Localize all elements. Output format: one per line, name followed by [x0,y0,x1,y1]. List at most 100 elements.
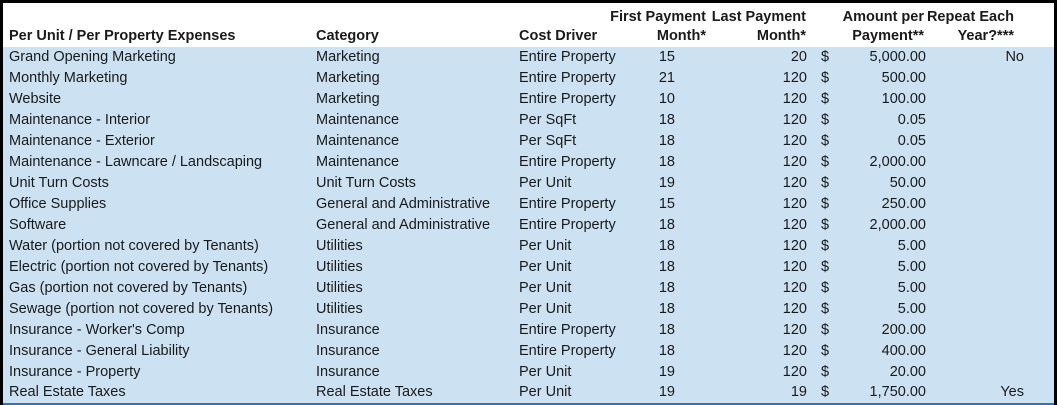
cell-first-payment-month[interactable]: 19 [658,363,675,380]
cell-last-payment-month[interactable]: 120 [782,112,807,129]
cell-first-payment-month[interactable]: 18 [658,321,675,338]
cell-expense-name[interactable]: Sewage (portion not covered by Tenants) [9,300,274,317]
cell-last-payment-month[interactable]: 19 [790,384,807,401]
cell-cost-driver[interactable]: Entire Property [519,321,616,338]
cell-cost-driver[interactable]: Entire Property [519,342,616,359]
cell-last-payment-month[interactable]: 120 [782,237,807,254]
cell-last-payment-month[interactable]: 120 [782,133,807,150]
cell-category[interactable]: General and Administrative [316,196,491,213]
cell-last-payment-month[interactable]: 120 [782,321,807,338]
cell-category[interactable]: Utilities [316,258,363,275]
column-header-category[interactable]: Category [310,3,513,47]
cell-first-payment-month[interactable]: 15 [658,196,675,213]
cell-first-payment-month[interactable]: 18 [658,154,675,171]
cell-category[interactable]: Marketing [316,70,380,87]
cell-cost-driver[interactable]: Entire Property [519,196,616,213]
cell-last-payment-month[interactable]: 120 [782,175,807,192]
column-header-expenses[interactable]: Per Unit / Per Property Expenses [3,3,310,47]
cell-expense-name[interactable]: Water (portion not covered by Tenants) [9,237,259,254]
cell-amount-per-payment[interactable]: $ 5.00 [812,301,932,317]
cell-cost-driver[interactable]: Per Unit [519,300,572,317]
cell-cost-driver[interactable]: Per Unit [519,384,572,401]
cell-cost-driver[interactable]: Entire Property [519,91,616,108]
cell-cost-driver[interactable]: Entire Property [519,216,616,233]
cell-first-payment-month[interactable]: 18 [658,216,675,233]
cell-amount-per-payment[interactable]: $ 200.00 [812,322,932,338]
cell-first-payment-month[interactable]: 18 [658,342,675,359]
cell-amount-per-payment[interactable]: $ 0.05 [812,112,932,128]
cell-amount-per-payment[interactable]: $ 5.00 [812,238,932,254]
cell-category[interactable]: Utilities [316,279,363,296]
cell-expense-name[interactable]: Insurance - General Liability [9,342,190,359]
cell-amount-per-payment[interactable]: $ 400.00 [812,343,932,359]
cell-last-payment-month[interactable]: 120 [782,258,807,275]
cell-first-payment-month[interactable]: 18 [658,112,675,129]
cell-amount-per-payment[interactable]: $ 250.00 [812,196,932,212]
cell-last-payment-month[interactable]: 120 [782,342,807,359]
cell-cost-driver[interactable]: Per Unit [519,258,572,275]
cell-first-payment-month[interactable]: 18 [658,237,675,254]
cell-cost-driver[interactable]: Entire Property [519,154,616,171]
cell-repeat-each-year[interactable]: Yes [1000,384,1024,401]
cell-expense-name[interactable]: Gas (portion not covered by Tenants) [9,279,248,296]
cell-expense-name[interactable]: Maintenance - Exterior [9,133,155,150]
column-header-repeat-each-year[interactable]: Repeat Each Year?*** [927,3,1054,47]
cell-cost-driver[interactable]: Per Unit [519,175,572,192]
cell-amount-per-payment[interactable]: $ 0.05 [812,133,932,149]
column-header-cost-driver[interactable]: Cost Driver [513,3,616,47]
cell-first-payment-month[interactable]: 10 [658,91,675,108]
cell-last-payment-month[interactable]: 120 [782,70,807,87]
column-header-last-payment-month[interactable]: Last Payment Month* [708,3,812,47]
cell-last-payment-month[interactable]: 120 [782,91,807,108]
cell-expense-name[interactable]: Insurance - Worker's Comp [9,321,185,338]
cell-cost-driver[interactable]: Per SqFt [519,112,577,129]
cell-category[interactable]: Insurance [316,363,380,380]
cell-last-payment-month[interactable]: 120 [782,363,807,380]
cell-category[interactable]: Real Estate Taxes [316,384,433,401]
cell-first-payment-month[interactable]: 19 [658,384,675,401]
cell-cost-driver[interactable]: Entire Property [519,70,616,87]
cell-category[interactable]: Maintenance [316,154,400,171]
cell-category[interactable]: Unit Turn Costs [316,175,416,192]
cell-expense-name[interactable]: Real Estate Taxes [9,384,126,401]
cell-first-payment-month[interactable]: 19 [658,175,675,192]
cell-cost-driver[interactable]: Per Unit [519,237,572,254]
cell-amount-per-payment[interactable]: $ 100.00 [812,91,932,107]
cell-category[interactable]: Insurance [316,342,380,359]
cell-expense-name[interactable]: Unit Turn Costs [9,175,109,192]
cell-expense-name[interactable]: Electric (portion not covered by Tenants… [9,258,269,275]
column-header-amount-per-payment[interactable]: Amount per Payment** [812,3,932,47]
cell-expense-name[interactable]: Maintenance - Lawncare / Landscaping [9,154,263,171]
cell-category[interactable]: Insurance [316,321,380,338]
cell-first-payment-month[interactable]: 21 [658,70,675,87]
cell-expense-name[interactable]: Office Supplies [9,196,107,213]
cell-amount-per-payment[interactable]: $ 5.00 [812,259,932,275]
cell-cost-driver[interactable]: Per Unit [519,279,572,296]
cell-category[interactable]: Utilities [316,300,363,317]
cell-last-payment-month[interactable]: 120 [782,154,807,171]
cell-first-payment-month[interactable]: 18 [658,133,675,150]
cell-category[interactable]: Marketing [316,91,380,108]
cell-cost-driver[interactable]: Entire Property [519,49,616,66]
cell-last-payment-month[interactable]: 120 [782,216,807,233]
cell-expense-name[interactable]: Website [9,91,62,108]
cell-amount-per-payment[interactable]: $ 2,000.00 [812,217,932,233]
cell-category[interactable]: Maintenance [316,133,400,150]
cell-cost-driver[interactable]: Per SqFt [519,133,577,150]
cell-amount-per-payment[interactable]: $ 5.00 [812,280,932,296]
cell-expense-name[interactable]: Maintenance - Interior [9,112,151,129]
cell-amount-per-payment[interactable]: $ 1,750.00 [812,384,932,400]
cell-amount-per-payment[interactable]: $ 20.00 [812,364,932,380]
cell-category[interactable]: Utilities [316,237,363,254]
cell-category[interactable]: Marketing [316,49,380,66]
cell-amount-per-payment[interactable]: $ 5,000.00 [812,49,932,65]
cell-expense-name[interactable]: Software [9,216,67,233]
cell-last-payment-month[interactable]: 120 [782,196,807,213]
cell-amount-per-payment[interactable]: $ 500.00 [812,70,932,86]
cell-first-payment-month[interactable]: 18 [658,258,675,275]
cell-last-payment-month[interactable]: 20 [790,49,807,66]
cell-repeat-each-year[interactable]: No [1005,49,1024,66]
cell-expense-name[interactable]: Monthly Marketing [9,70,128,87]
cell-category[interactable]: Maintenance [316,112,400,129]
cell-cost-driver[interactable]: Per Unit [519,363,572,380]
